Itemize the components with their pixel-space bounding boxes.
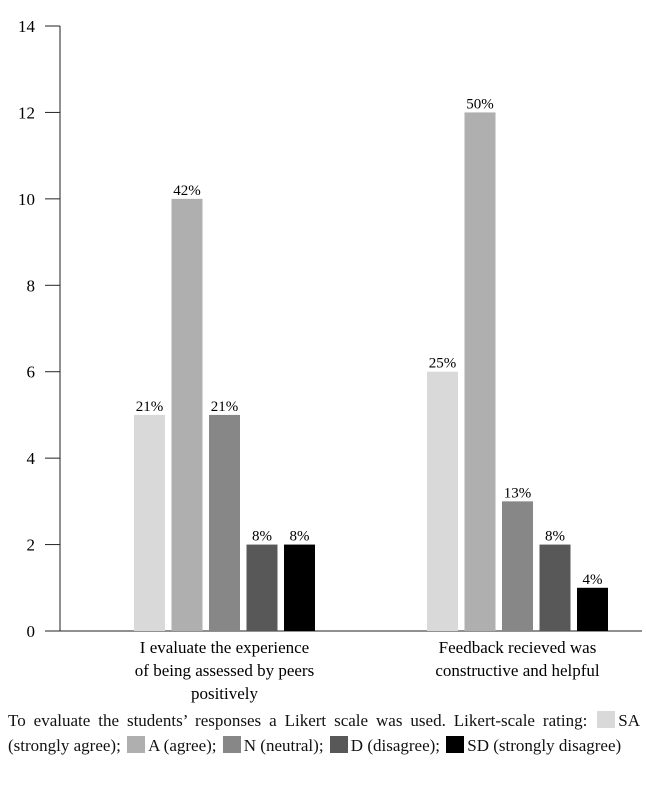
- bar-d-1: [246, 544, 278, 631]
- category-label: Feedback recieved was constructive and he…: [435, 638, 600, 680]
- y-tick-label: 8: [27, 276, 36, 295]
- category-label-line: of being assessed by peers: [135, 661, 314, 680]
- bar-a-1: [171, 198, 203, 631]
- bar-data-label: 8%: [545, 529, 565, 545]
- legend-entry: SA (strongly agree);: [8, 711, 640, 755]
- legend-swatch: [127, 736, 146, 753]
- legend-entry: N (neutral);: [243, 736, 328, 755]
- legend-swatch: [329, 736, 348, 753]
- bar-sd-1: [284, 544, 315, 631]
- legend-swatch: [446, 736, 465, 753]
- y-tick-label: 2: [27, 536, 36, 555]
- y-tick-label: 12: [18, 103, 35, 122]
- figure-caption: To evaluate the students’ responses a Li…: [8, 708, 640, 758]
- caption-text: To evaluate the students’ responses a Li…: [8, 711, 596, 730]
- legend: SA (strongly agree); A (agree); N (neutr…: [8, 711, 640, 755]
- legend-swatch: [597, 711, 616, 728]
- y-tick-label: 14: [18, 17, 36, 36]
- legend-swatch: [222, 736, 241, 753]
- legend-entry: D (disagree);: [350, 736, 445, 755]
- y-tick-label: 6: [27, 363, 36, 382]
- bar-chart: 0 2 4 6 8 10 12 14 21% 42% 21% 8% 8% I evaluate the …: [18, 17, 642, 703]
- category-label-line: positively: [191, 684, 259, 703]
- bar-data-label: 4%: [583, 572, 603, 588]
- bar-data-label: 13%: [504, 485, 532, 501]
- bar-data-label: 25%: [429, 356, 457, 372]
- bar-data-label: 8%: [252, 529, 272, 545]
- bar-sa-1: [134, 414, 165, 631]
- bar-data-label: 50%: [466, 96, 494, 112]
- legend-entry: SD (strongly disagree): [467, 736, 622, 755]
- bar-data-label: 21%: [211, 399, 239, 415]
- y-tick-label: 0: [27, 622, 36, 641]
- bar-sd-2: [577, 587, 608, 631]
- y-tick-label: 4: [27, 449, 36, 468]
- bar-data-label: 42%: [173, 183, 201, 199]
- y-tick-label: 10: [18, 190, 35, 209]
- legend-entry: A (agree);: [148, 736, 221, 755]
- bar-n-2: [502, 501, 533, 631]
- bar-a-2: [464, 112, 496, 631]
- bar-data-label: 21%: [136, 399, 164, 415]
- category-label-line: constructive and helpful: [435, 661, 600, 680]
- bar-data-label: 8%: [290, 529, 310, 545]
- bar-d-2: [539, 544, 571, 631]
- bar-sa-2: [427, 371, 458, 631]
- category-label-line: Feedback recieved was: [439, 638, 597, 657]
- category-label: I evaluate the experience of being assess…: [135, 638, 314, 703]
- bar-n-1: [209, 414, 240, 631]
- bars: [134, 112, 608, 631]
- category-label-line: I evaluate the experience: [140, 638, 309, 657]
- labels: 21% 42% 21% 8% 8% I evaluate the experience of…: [135, 96, 603, 703]
